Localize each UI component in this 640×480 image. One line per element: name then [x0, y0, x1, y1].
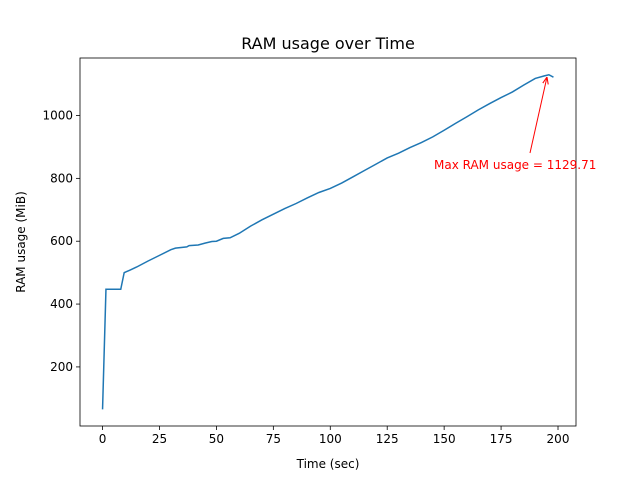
x-tick-label: 0: [99, 432, 107, 446]
plot-frame: [79, 57, 577, 427]
y-axis-label: RAM usage (MiB): [14, 191, 28, 293]
x-tick-label: 100: [319, 432, 342, 446]
chart-title: RAM usage over Time: [241, 34, 415, 53]
annotation: Max RAM usage = 1129.71: [434, 158, 596, 172]
x-tick-label: 25: [152, 432, 167, 446]
x-tick-label: 75: [266, 432, 281, 446]
x-tick-label: 125: [376, 432, 399, 446]
x-tick-label: 50: [209, 432, 224, 446]
y-tick-label: 200: [50, 360, 73, 374]
data-line: [101, 73, 554, 410]
y-tick-label: 1000: [42, 109, 73, 123]
y-tick-label: 600: [50, 234, 73, 248]
x-tick-label: 175: [490, 432, 513, 446]
y-tick-label: 800: [50, 171, 73, 185]
x-axis-label: Time (sec): [296, 457, 360, 471]
annotation-arrow: [529, 77, 547, 154]
x-tick-label: 150: [433, 432, 456, 446]
y-tick-label: 400: [50, 297, 73, 311]
x-tick-label: 200: [547, 432, 570, 446]
